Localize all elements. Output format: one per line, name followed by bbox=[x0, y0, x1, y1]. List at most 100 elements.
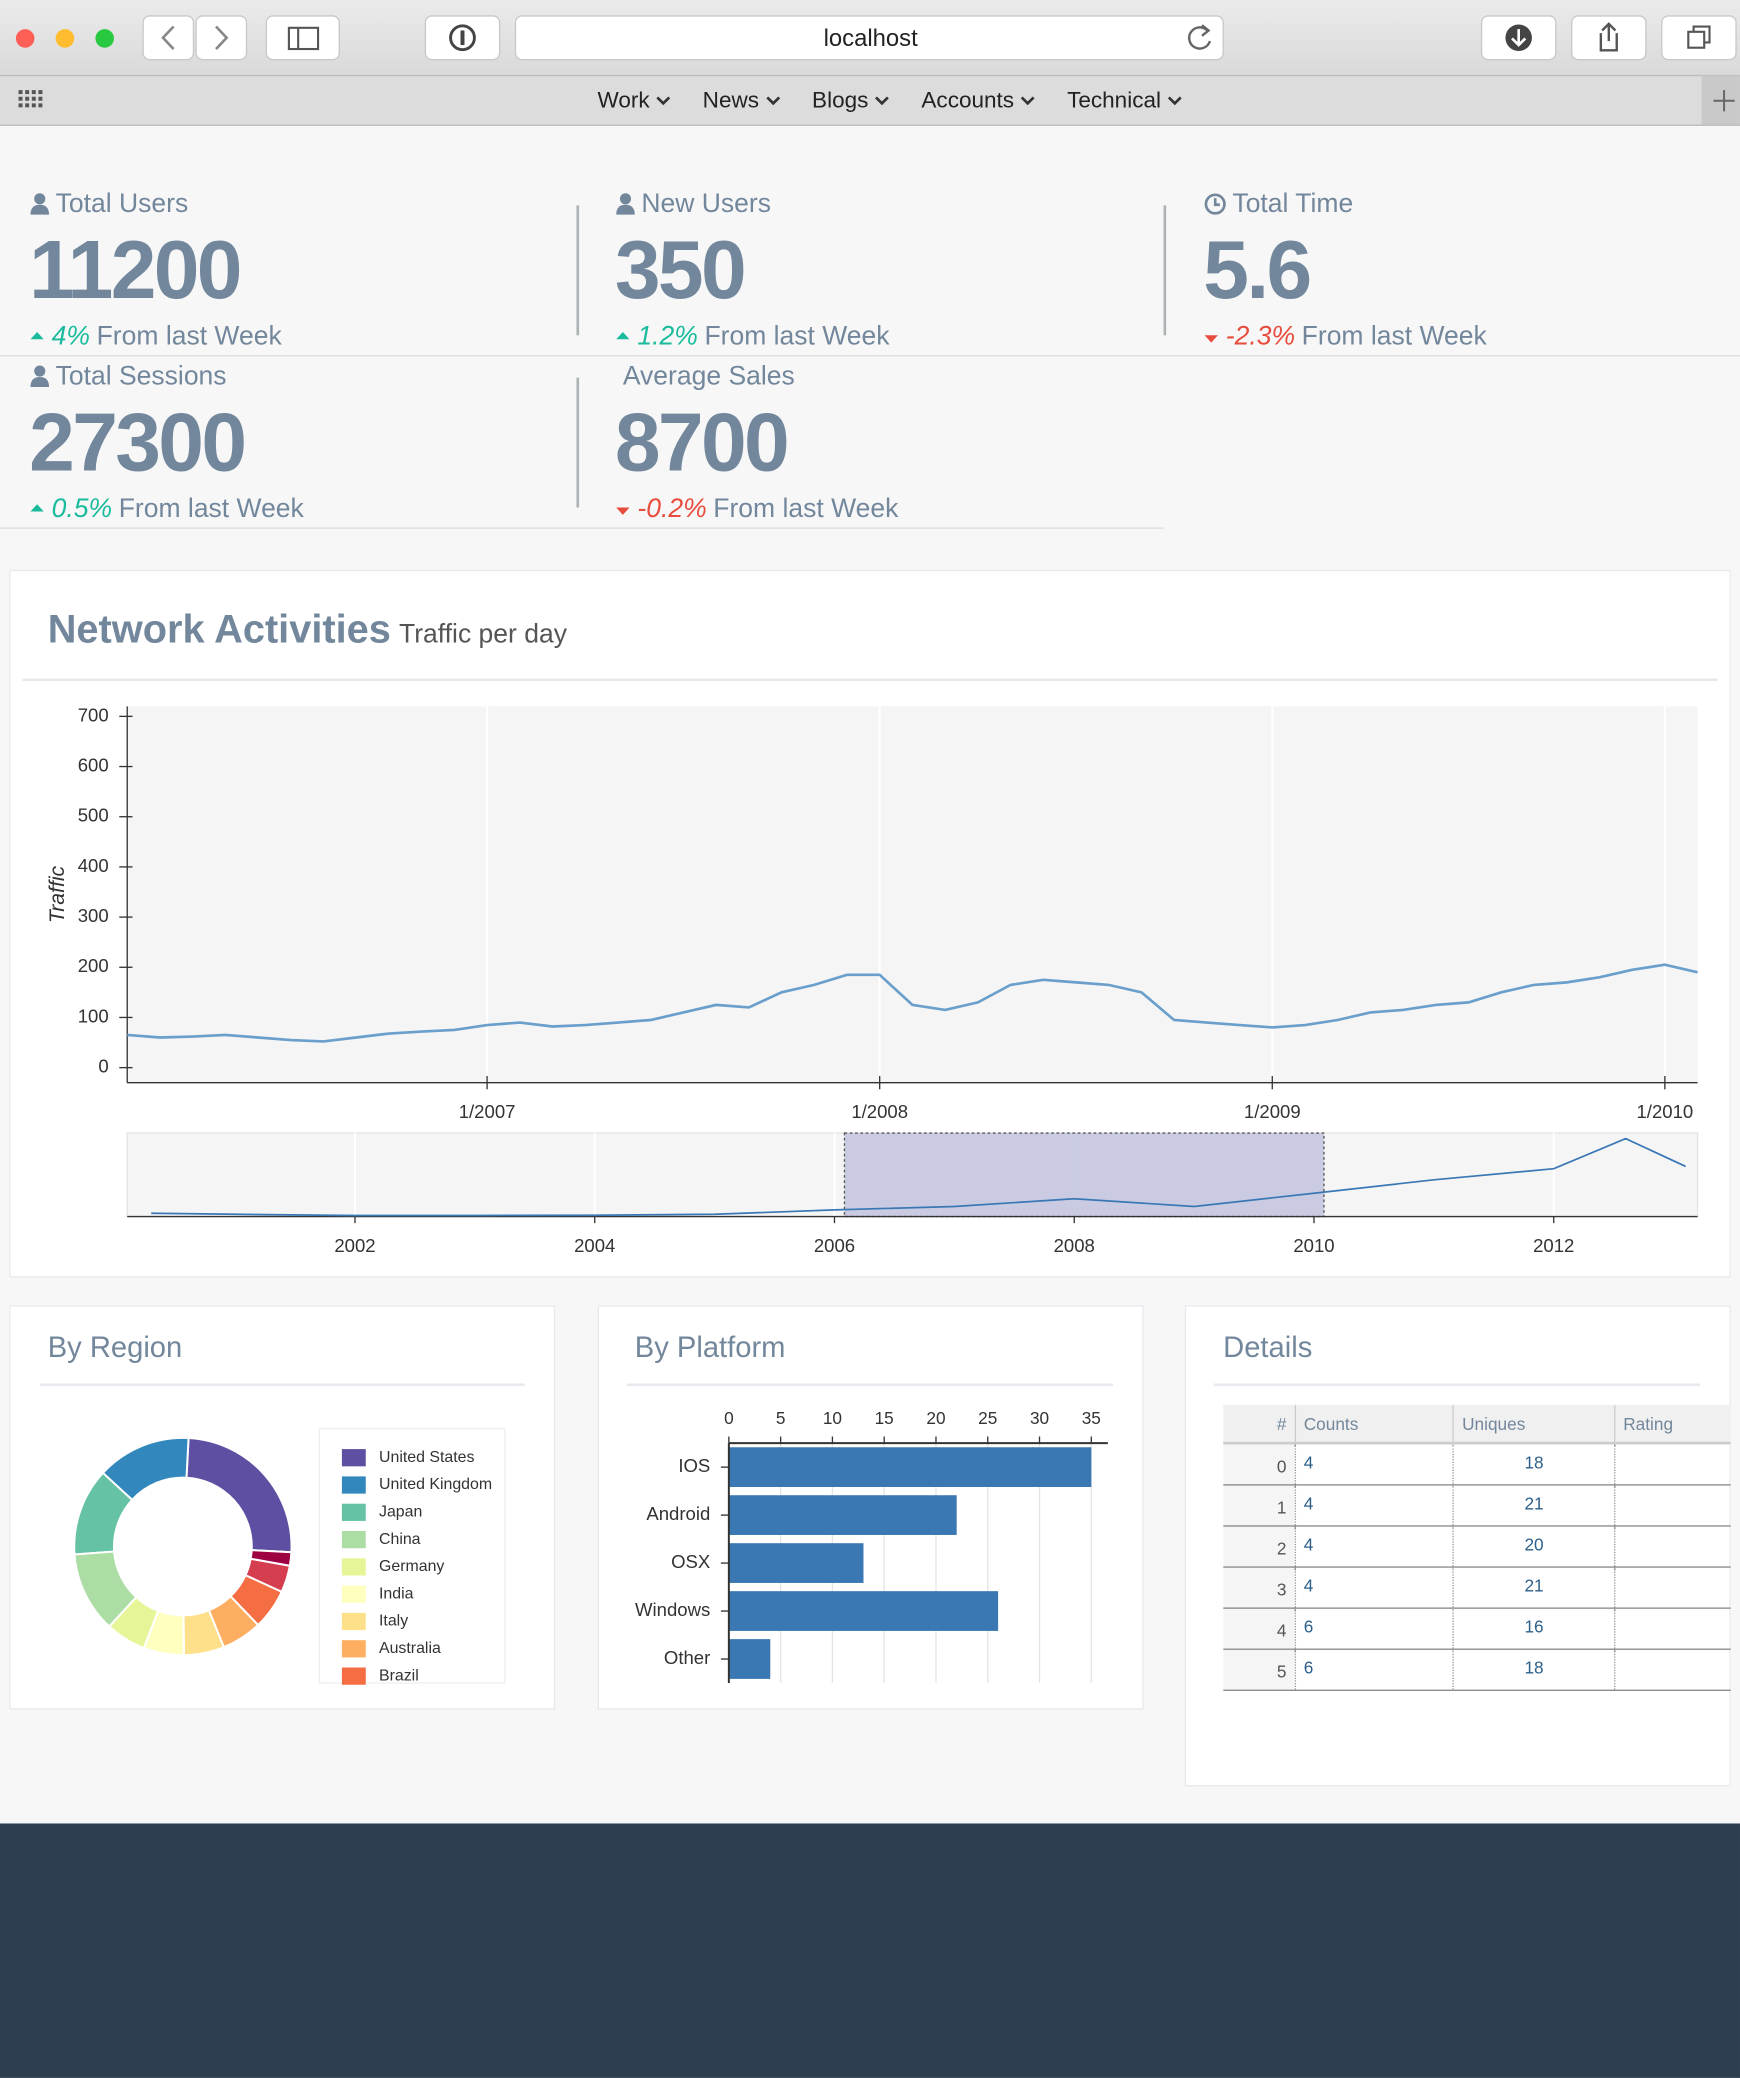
user-icon bbox=[30, 365, 50, 387]
menu-item[interactable]: News bbox=[703, 87, 781, 114]
stat-value: 11200 bbox=[29, 225, 242, 317]
table-cell: 18 bbox=[1452, 1648, 1615, 1691]
divider bbox=[626, 1383, 1114, 1387]
stat-label: Total Time bbox=[1232, 189, 1354, 219]
menu-label: Work bbox=[597, 87, 650, 113]
apps-grid-icon[interactable] bbox=[18, 90, 43, 108]
stat-change: 4% From last Week bbox=[29, 321, 282, 353]
divider bbox=[576, 205, 580, 336]
column-header: Uniques bbox=[1452, 1404, 1615, 1445]
stat-change-value: -0.2% bbox=[637, 494, 707, 524]
network-panel bbox=[9, 569, 1731, 1278]
table-cell: 0 bbox=[1223, 1443, 1296, 1485]
header-row: # Counts Uniques Rating bbox=[1223, 1404, 1731, 1445]
table-cell: 6 bbox=[1294, 1607, 1454, 1650]
chevron bbox=[875, 96, 890, 106]
panel-title: Details bbox=[1223, 1330, 1313, 1364]
chart-subtitle: Traffic per day bbox=[399, 620, 567, 650]
table-cell bbox=[1613, 1566, 1731, 1609]
table-cell bbox=[1613, 1648, 1731, 1691]
menu-item[interactable]: Accounts bbox=[921, 87, 1035, 114]
table-cell: 4 bbox=[1294, 1443, 1454, 1485]
trend-up-arrow bbox=[30, 504, 44, 512]
table-row: 1 4 21 bbox=[1223, 1484, 1731, 1526]
divider bbox=[0, 527, 1164, 529]
stat-card: Total Users 11200 4% From last Week bbox=[29, 186, 282, 352]
table-cell: 4 bbox=[1294, 1566, 1454, 1609]
address-bar[interactable] bbox=[514, 15, 1224, 61]
chart-title: Network Activities bbox=[47, 608, 391, 652]
panel-title: Network Activities Traffic per day bbox=[48, 608, 567, 653]
table-cell: 4 bbox=[1223, 1607, 1296, 1650]
zoom-button[interactable] bbox=[95, 29, 114, 48]
trend-up-arrow bbox=[30, 331, 44, 340]
table-cell: 4 bbox=[1294, 1525, 1454, 1568]
stat-label-row: Total Sessions bbox=[29, 358, 227, 395]
stat-value: 27300 bbox=[29, 397, 247, 489]
tab-bar bbox=[0, 75, 1740, 126]
menu-label: Technical bbox=[1067, 87, 1162, 113]
close-button[interactable] bbox=[15, 29, 35, 48]
user-icon bbox=[616, 193, 635, 215]
table-cell: 4 bbox=[1294, 1484, 1454, 1526]
user-icon bbox=[30, 193, 50, 215]
stat-label: New Users bbox=[641, 189, 771, 219]
table-row: 5 6 18 bbox=[1223, 1648, 1731, 1691]
table-row: 0 4 18 bbox=[1223, 1443, 1731, 1485]
region-panel bbox=[9, 1305, 556, 1710]
stat-card: Average Sales 8700 -0.2% From last Week bbox=[615, 358, 898, 524]
stat-change-note: From last Week bbox=[1301, 322, 1487, 352]
table-cell: 21 bbox=[1452, 1484, 1615, 1526]
divider bbox=[39, 1383, 525, 1387]
back-button[interactable] bbox=[142, 15, 195, 61]
stat-label: Total Sessions bbox=[55, 361, 227, 391]
stat-change-note: From last Week bbox=[118, 494, 304, 524]
divider bbox=[0, 355, 1740, 357]
bookmarks-menu: Work News Blogs Accounts Technical bbox=[0, 76, 1740, 126]
tabs-button[interactable] bbox=[1661, 15, 1737, 61]
chevron bbox=[1168, 96, 1182, 106]
browser-toolbar: localhost bbox=[0, 0, 1740, 126]
chart-title: By Platform bbox=[634, 1330, 786, 1364]
trend-down-arrow bbox=[616, 507, 630, 515]
stat-change: 0.5% From last Week bbox=[29, 493, 304, 525]
table-cell: 16 bbox=[1452, 1607, 1615, 1650]
stat-label-row: Total Time bbox=[1203, 186, 1353, 223]
clock-icon bbox=[1204, 193, 1226, 215]
divider bbox=[1213, 1383, 1701, 1387]
menu-item[interactable]: Work bbox=[598, 87, 671, 114]
column-header: Counts bbox=[1294, 1404, 1454, 1445]
table-cell bbox=[1613, 1484, 1731, 1526]
menu-item[interactable]: Blogs bbox=[812, 87, 890, 114]
table-cell: 3 bbox=[1223, 1566, 1296, 1609]
stat-card: Total Sessions 27300 0.5% From last Week bbox=[29, 358, 304, 524]
stat-value: 5.6 bbox=[1203, 225, 1312, 317]
divider bbox=[1163, 205, 1167, 336]
menu-item[interactable]: Technical bbox=[1067, 87, 1182, 114]
divider bbox=[22, 678, 1718, 682]
chevron bbox=[656, 96, 671, 106]
stat-label-row: Average Sales bbox=[623, 358, 795, 395]
stat-change-value: 0.5% bbox=[51, 494, 113, 524]
stat-value: 8700 bbox=[614, 397, 790, 489]
table-row: 2 4 20 bbox=[1223, 1525, 1731, 1568]
platform-panel bbox=[597, 1305, 1144, 1710]
minimize-button[interactable] bbox=[55, 29, 75, 48]
menu-label: Blogs bbox=[812, 87, 869, 113]
table-cell: 18 bbox=[1452, 1443, 1615, 1485]
table-cell bbox=[1613, 1525, 1731, 1568]
stat-change-value: -2.3% bbox=[1225, 322, 1296, 352]
table-cell: 1 bbox=[1223, 1484, 1296, 1526]
menu-label: News bbox=[702, 87, 760, 113]
table-row: 3 4 21 bbox=[1223, 1566, 1731, 1609]
stat-change-note: From last Week bbox=[713, 494, 899, 524]
table-cell: 20 bbox=[1452, 1525, 1615, 1568]
sidebar-button[interactable] bbox=[265, 15, 340, 61]
chart-title: By Region bbox=[47, 1330, 183, 1364]
forward-button[interactable] bbox=[195, 15, 248, 61]
stat-change: 1.2% From last Week bbox=[615, 321, 890, 353]
table-cell: 21 bbox=[1452, 1566, 1615, 1609]
stat-change-note: From last Week bbox=[704, 322, 890, 352]
